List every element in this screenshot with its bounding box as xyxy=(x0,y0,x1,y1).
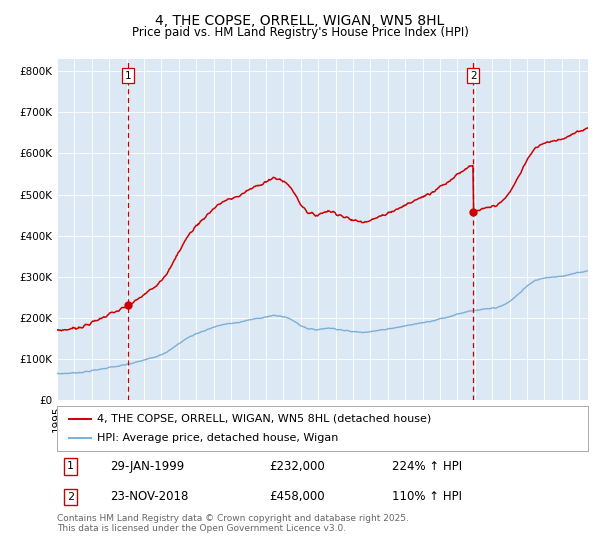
Text: Price paid vs. HM Land Registry's House Price Index (HPI): Price paid vs. HM Land Registry's House … xyxy=(131,26,469,39)
Text: 29-JAN-1999: 29-JAN-1999 xyxy=(110,460,184,473)
Text: 23-NOV-2018: 23-NOV-2018 xyxy=(110,490,188,503)
Text: 224% ↑ HPI: 224% ↑ HPI xyxy=(392,460,461,473)
Text: 4, THE COPSE, ORRELL, WIGAN, WN5 8HL: 4, THE COPSE, ORRELL, WIGAN, WN5 8HL xyxy=(155,14,445,28)
Text: 4, THE COPSE, ORRELL, WIGAN, WN5 8HL (detached house): 4, THE COPSE, ORRELL, WIGAN, WN5 8HL (de… xyxy=(97,413,431,423)
Text: Contains HM Land Registry data © Crown copyright and database right 2025.
This d: Contains HM Land Registry data © Crown c… xyxy=(57,514,409,534)
Text: 110% ↑ HPI: 110% ↑ HPI xyxy=(392,490,461,503)
Text: 2: 2 xyxy=(67,492,74,502)
Text: HPI: Average price, detached house, Wigan: HPI: Average price, detached house, Wiga… xyxy=(97,433,338,444)
Text: £232,000: £232,000 xyxy=(269,460,325,473)
Text: £458,000: £458,000 xyxy=(269,490,325,503)
Text: 2: 2 xyxy=(470,71,476,81)
Text: 1: 1 xyxy=(67,461,74,472)
Text: 1: 1 xyxy=(125,71,131,81)
